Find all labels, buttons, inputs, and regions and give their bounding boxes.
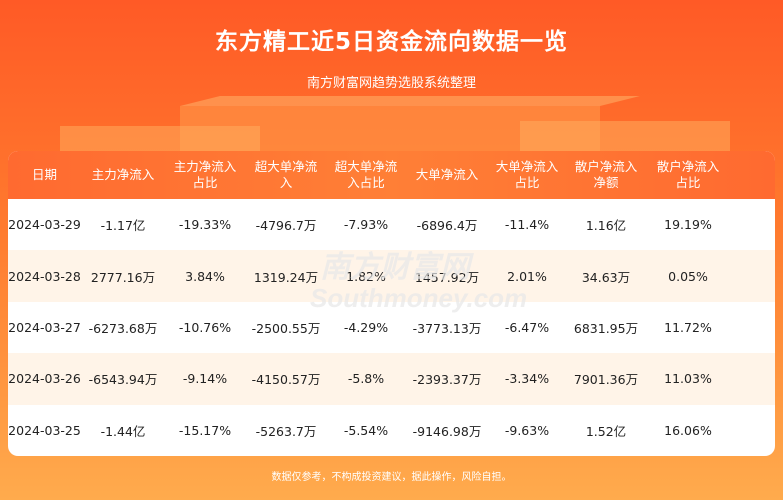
table-row: 2024-03-27 -6273.68万 -10.76% -2500.55万 -4.29… xyxy=(8,302,775,353)
table-cell: 6831.95万 xyxy=(573,320,639,336)
table-cell: -6896.4万 xyxy=(416,218,478,234)
table-cell: -5.8% xyxy=(347,371,385,387)
page-subtitle: 南方财富网趋势选股系统整理 xyxy=(306,76,476,91)
table-cell: -19.33% xyxy=(178,217,232,233)
table-row: 2024-03-28 2777.16万 3.84% 1319.24万 1.82% 1457… xyxy=(8,250,775,302)
table-cell: -9.63% xyxy=(504,422,550,438)
table-cell: -6543.94万 xyxy=(88,372,158,388)
table-cell: -11.4% xyxy=(504,217,550,233)
table-cell: 2024-03-27 xyxy=(8,319,81,335)
table-cell: -1.17亿 xyxy=(100,218,146,234)
column-header: 超大单净流 入占比 xyxy=(334,159,398,190)
table-cell: 11.03% xyxy=(664,371,712,387)
table-cell: 2777.16万 xyxy=(90,269,156,285)
table-cell: 34.63万 xyxy=(581,269,631,285)
page-title: 东方精工近5日资金流向数据一览 xyxy=(214,29,568,55)
table-row: 2024-03-26 -6543.94万 -9.14% -4150.57万 -5.8% -… xyxy=(8,353,775,405)
table-cell: 19.19% xyxy=(664,217,712,233)
table-header: 日期 主力净流入 主力净流入 占比 超大单净流入超大单净流 入占比 大单净流入 大单净流入 占比… xyxy=(8,151,775,199)
table-cell: 1457.92万 xyxy=(414,269,480,285)
table-cell: 7901.36万 xyxy=(573,372,639,388)
table-cell: 3.84% xyxy=(185,268,225,284)
table-cell: -3773.13万 xyxy=(412,320,482,336)
table-cell: 2024-03-29 xyxy=(8,217,81,233)
fund-flow-table: 日期 主力净流入 主力净流入 占比 超大单净流入超大单净流 入占比 大单净流入 大单净流入 占比… xyxy=(8,151,775,456)
table-cell: -5.54% xyxy=(343,422,389,438)
table-cell: -7.93% xyxy=(343,217,389,233)
column-header: 散户净流入 占比 xyxy=(656,159,720,190)
column-header: 主力净流入 占比 xyxy=(173,159,237,190)
table-cell: -2393.37万 xyxy=(412,372,482,388)
table-cell: -6273.68万 xyxy=(88,320,158,336)
table-cell: 2024-03-28 xyxy=(8,268,81,284)
table-cell: -4.29% xyxy=(343,319,389,335)
podium-decoration xyxy=(60,96,730,156)
table-row: 2024-03-29 -1.17亿 -19.33% -4796.7万 -7.93% -68… xyxy=(8,199,775,250)
table-cell: 16.06% xyxy=(664,422,712,438)
header-banner: 东方精工近5日资金流向数据一览 南方财富网趋势选股系统整理 xyxy=(0,0,783,160)
table-cell: -2500.55万 xyxy=(251,320,321,336)
table-cell: -15.17% xyxy=(178,422,232,438)
table-cell: -5263.7万 xyxy=(255,423,317,439)
table-cell: -4150.57万 xyxy=(251,372,321,388)
column-header: 散户净流入 净额 xyxy=(574,159,638,190)
table-cell: 2.01% xyxy=(507,268,547,284)
table-cell: 11.72% xyxy=(664,319,712,335)
table-cell: 2024-03-26 xyxy=(8,371,81,387)
column-header: 日期 xyxy=(31,167,57,182)
table-cell: -6.47% xyxy=(504,319,550,335)
column-header: 大单净流入 xyxy=(415,167,479,182)
table-cell: -4796.7万 xyxy=(255,218,317,234)
table-cell: 1.52亿 xyxy=(585,423,627,439)
table-row: 2024-03-25 -1.44亿 -15.17% -5263.7万 -5.54% -91… xyxy=(8,405,775,456)
table-body: 2024-03-29 -1.17亿 -19.33% -4796.7万 -7.93% -68… xyxy=(8,199,775,456)
table-cell: -3.34% xyxy=(504,371,550,387)
table-cell: -1.44亿 xyxy=(100,423,146,439)
table-cell: 1.16亿 xyxy=(585,218,627,234)
table-cell: -9146.98万 xyxy=(412,423,482,439)
table-cell: -10.76% xyxy=(178,319,232,335)
column-header: 主力净流入 xyxy=(91,167,155,182)
table-cell: 1319.24万 xyxy=(253,269,319,285)
disclaimer-footer: 数据仅参考，不构成投资建议，据此操作，风险自担。 xyxy=(271,472,512,483)
table-cell: 1.82% xyxy=(346,268,386,284)
table-cell: -9.14% xyxy=(182,371,228,387)
column-header: 大单净流入 占比 xyxy=(495,159,559,190)
column-header: 超大单净流入 xyxy=(254,159,318,190)
table-cell: 2024-03-25 xyxy=(8,422,81,438)
table-cell: 0.05% xyxy=(668,268,708,284)
